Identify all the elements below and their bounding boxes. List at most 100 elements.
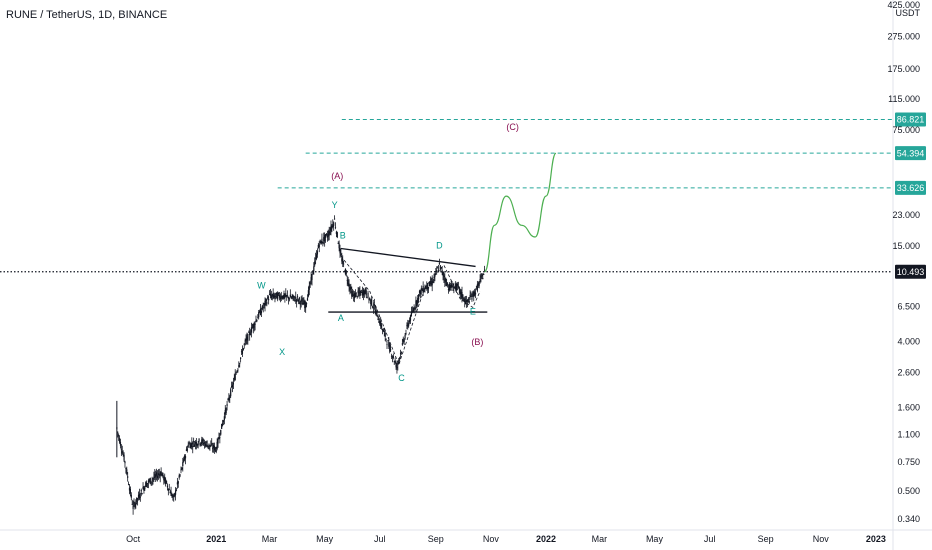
candle-body xyxy=(319,239,321,241)
candle-body xyxy=(323,237,325,241)
candle-body xyxy=(310,277,312,282)
candle-body xyxy=(390,349,392,351)
candle-body xyxy=(351,290,353,297)
candle-body xyxy=(142,486,144,489)
candle-body xyxy=(236,371,238,373)
candle-body xyxy=(272,292,274,297)
candle-body xyxy=(424,287,426,290)
candle-body xyxy=(467,298,469,301)
candle-body xyxy=(454,286,456,288)
candle-body xyxy=(296,299,298,302)
candle-body xyxy=(275,292,277,295)
candle-body xyxy=(134,503,136,508)
wave-labels: W X Y (A) A B C D E (B) (C) xyxy=(257,122,519,383)
candle-body xyxy=(349,286,351,290)
candle-body xyxy=(192,446,194,448)
wave-label: W xyxy=(257,281,266,291)
candle-body xyxy=(416,300,418,305)
candle-body xyxy=(371,306,374,308)
candle-body xyxy=(268,299,270,301)
candle-body xyxy=(153,476,155,478)
candle-body xyxy=(131,503,133,505)
candle-body xyxy=(202,439,204,441)
candle-body xyxy=(336,232,338,238)
candle-body xyxy=(396,367,398,369)
candle-body xyxy=(337,243,339,244)
candle-body xyxy=(317,245,319,249)
candle-body xyxy=(132,505,134,509)
candle-body xyxy=(254,323,256,325)
candle-body xyxy=(195,441,197,446)
candle-body xyxy=(228,397,230,401)
price-candles xyxy=(116,215,486,515)
candle-body xyxy=(245,339,247,341)
candle-body xyxy=(216,441,218,449)
candle-body xyxy=(366,296,368,299)
candle-body xyxy=(194,441,197,444)
candle-body xyxy=(284,294,286,297)
candle-body xyxy=(292,294,294,298)
wave-label: (C) xyxy=(506,122,519,132)
candle-body xyxy=(446,282,448,287)
candle-body xyxy=(359,290,361,293)
candle-body xyxy=(127,484,130,485)
candle-body xyxy=(276,292,278,299)
candle-body xyxy=(300,299,302,302)
price-tick-label: 175.000 xyxy=(887,64,920,74)
candle-body xyxy=(221,423,223,429)
candle-body xyxy=(393,361,395,363)
candle-body xyxy=(399,352,402,355)
candle-body xyxy=(432,281,434,283)
candle-body xyxy=(220,429,222,435)
candle-body xyxy=(324,234,327,238)
candle-body xyxy=(286,295,288,297)
candle-body xyxy=(127,476,129,478)
candle-body xyxy=(331,226,333,228)
candle-body xyxy=(418,294,420,300)
candle-body xyxy=(305,303,308,305)
candle-body xyxy=(315,254,318,259)
candle-body xyxy=(475,286,478,288)
candle-body xyxy=(477,283,479,285)
candle-body xyxy=(280,295,282,298)
candle-body xyxy=(373,303,375,306)
candle-body xyxy=(262,307,264,308)
candle-body xyxy=(370,299,372,305)
candle-body xyxy=(209,445,211,447)
candle-body xyxy=(166,485,169,488)
candle-body xyxy=(436,269,438,272)
candle-body xyxy=(412,310,414,312)
price-badge-label: 33.626 xyxy=(897,183,925,193)
candle-body xyxy=(429,280,431,285)
candle-body xyxy=(417,297,419,303)
candle-body xyxy=(316,251,319,255)
wave-label: Y xyxy=(332,200,338,210)
candle-body xyxy=(382,329,384,332)
candle-body xyxy=(149,478,151,484)
candle-body xyxy=(122,454,124,456)
candle-body xyxy=(283,293,285,299)
candle-body xyxy=(368,298,370,300)
candle-body xyxy=(440,267,442,269)
candle-body xyxy=(307,290,309,297)
candle-body xyxy=(447,289,450,291)
wave-label: B xyxy=(340,230,346,240)
candle-body xyxy=(290,297,292,299)
candle-body xyxy=(267,296,269,299)
candle-body xyxy=(163,476,165,481)
candle-body xyxy=(356,296,358,298)
candle-body xyxy=(242,348,244,351)
candle-body xyxy=(133,502,135,504)
candle-body xyxy=(461,292,463,298)
candle-body xyxy=(335,231,338,234)
candle-body xyxy=(334,226,337,228)
candle-body xyxy=(244,340,246,342)
candle-body xyxy=(135,503,137,505)
candle-body xyxy=(184,456,187,459)
candle-body xyxy=(464,298,466,302)
candle-body xyxy=(217,438,219,444)
candle-body xyxy=(168,488,170,490)
wave-label: C xyxy=(398,373,405,383)
candle-body xyxy=(201,439,203,444)
